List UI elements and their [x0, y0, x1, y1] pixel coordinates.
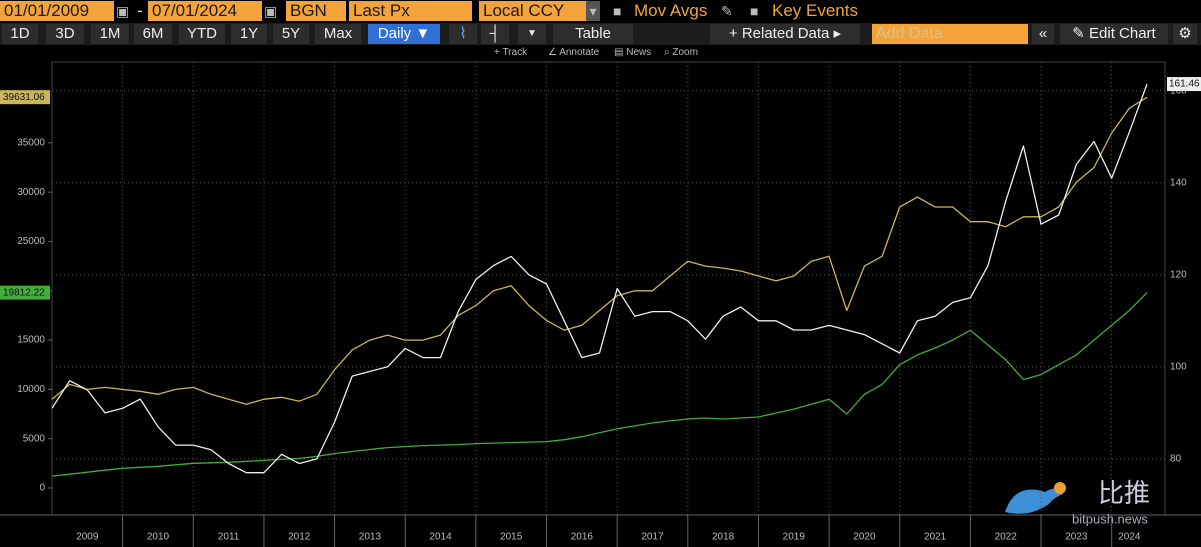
x-tick-label: 2015 — [500, 532, 523, 543]
last-value-box — [0, 285, 50, 300]
x-tick-label: 2023 — [1065, 532, 1088, 543]
y-tick-label: 25000 — [17, 236, 45, 247]
x-tick-label: 2012 — [288, 532, 311, 543]
news-tool[interactable]: ▤ News — [614, 47, 652, 58]
y-tick-label: 0 — [39, 483, 45, 494]
y-tick-label: 35000 — [17, 138, 45, 149]
y-tick-label: 30000 — [17, 187, 45, 198]
period-button[interactable]: Max — [315, 24, 361, 44]
watermark-bird — [1005, 488, 1063, 514]
chart-type-dropdown[interactable]: ▼ — [518, 24, 546, 44]
plot-frame — [51, 61, 1166, 516]
last-value-label: 161.46 — [1169, 79, 1200, 90]
edit-chart: Edit Chart — [1089, 25, 1156, 42]
y2-tick-label: 160 — [1170, 85, 1187, 96]
y-tick-label: 5000 — [23, 433, 46, 444]
toolbar-periods: 1D 3D 1M 6M YTD 1Y 5Y Max Daily ▼ ⌇ ┤ ▼ … — [0, 23, 1201, 45]
checkbox[interactable]: ■ — [750, 3, 759, 19]
series-line — [51, 292, 1148, 477]
collapse-button[interactable]: « — [1032, 24, 1054, 44]
end-date[interactable]: 07/01/2024 — [148, 1, 262, 21]
y-tick-label: 15000 — [17, 335, 45, 346]
key-events[interactable]: Key Events — [772, 1, 858, 20]
track-tool[interactable]: + Track — [494, 47, 528, 58]
toolbar-top: 01/01/2009 ▣ - 07/01/2024 ▣ BGN Last Px … — [0, 0, 1201, 22]
line-chart-button[interactable]: ⌇ — [449, 24, 477, 44]
x-tick-label: 2009 — [76, 532, 99, 543]
x-tick-label: 2022 — [995, 532, 1018, 543]
mov-avgs[interactable]: Mov Avgs — [634, 1, 708, 20]
bar-chart-button[interactable]: ┤ — [481, 24, 509, 44]
y2-tick-label: 80 — [1170, 454, 1182, 465]
y2-tick-label: 100 — [1170, 361, 1187, 372]
y2-tick-label: 120 — [1170, 269, 1187, 280]
zoom-tool[interactable]: ⌕ Zoom — [664, 47, 698, 58]
x-tick-label: 2011 — [218, 532, 240, 543]
source-field[interactable]: BGN — [286, 1, 346, 21]
edit-chart-button[interactable]: ✎ Edit Chart — [1060, 24, 1168, 44]
calendar-icon[interactable]: ▣ — [116, 3, 130, 19]
y-tick-label: 10000 — [17, 384, 45, 395]
x-tick-label: 2020 — [853, 532, 876, 543]
tool-label: Annotate — [559, 47, 600, 58]
x-tick-label: 2016 — [571, 532, 594, 543]
period-button[interactable]: 6M — [134, 24, 172, 44]
x-tick-label: 2013 — [359, 532, 382, 543]
last-value-box — [0, 90, 50, 105]
pencil-icon[interactable]: ✎ — [721, 3, 733, 19]
last-value-box — [1167, 77, 1201, 92]
watermark-brand: 比推 — [1098, 478, 1150, 508]
watermark-site: bitpush.news — [1072, 511, 1148, 526]
x-tick-label: 2017 — [641, 532, 664, 543]
pencil-icon: ✎ — [1072, 25, 1090, 42]
y-tick-label: 20000 — [17, 285, 45, 296]
frequency-button[interactable]: Daily ▼ — [368, 24, 440, 44]
annotate-tool[interactable]: ∠ Annotate — [548, 47, 600, 58]
settings-button[interactable]: ⚙ — [1173, 24, 1197, 44]
add-data-input[interactable]: Add Data — [872, 24, 1028, 44]
x-tick-label: 2018 — [712, 532, 735, 543]
last-value-label: 39631.06 — [3, 92, 45, 103]
period-button[interactable]: 5Y — [273, 24, 309, 44]
period-button[interactable]: 1Y — [231, 24, 267, 44]
x-tick-label: 2021 — [924, 532, 947, 543]
x-tick-label: 2014 — [429, 532, 452, 543]
price-field[interactable]: Last Px — [349, 1, 472, 21]
period-button[interactable]: 3D — [46, 24, 84, 44]
toolbar-tools: + Track ∠ Annotate ▤ News ⌕ Zoom — [0, 46, 1201, 62]
y2-tick-label: 140 — [1170, 177, 1187, 188]
x-tick-label: 2010 — [147, 532, 170, 543]
tool-label: Zoom — [672, 47, 698, 58]
period-button[interactable]: 1M — [91, 24, 129, 44]
watermark-coin — [1054, 482, 1066, 494]
x-tick-label: 2019 — [783, 532, 806, 543]
series-line — [51, 96, 1148, 405]
tool-label: Track — [502, 47, 528, 58]
x-tick-label: 2024 — [1118, 532, 1141, 543]
date-separator: - — [137, 1, 143, 20]
last-value-label: 19812.22 — [3, 287, 45, 298]
tool-label: News — [626, 47, 652, 58]
table-button[interactable]: Table — [553, 24, 633, 44]
dropdown-arrow[interactable]: ▾ — [586, 1, 600, 21]
start-date[interactable]: 01/01/2009 — [0, 1, 114, 21]
period-button[interactable]: 1D — [2, 24, 38, 44]
period-button[interactable]: YTD — [179, 24, 225, 44]
currency-field[interactable]: Local CCY — [479, 1, 590, 21]
checkbox[interactable]: ■ — [613, 3, 622, 19]
series-line — [51, 83, 1148, 474]
calendar-icon[interactable]: ▣ — [264, 3, 278, 19]
related-data-button[interactable]: + Related Data ▸ — [710, 24, 860, 44]
